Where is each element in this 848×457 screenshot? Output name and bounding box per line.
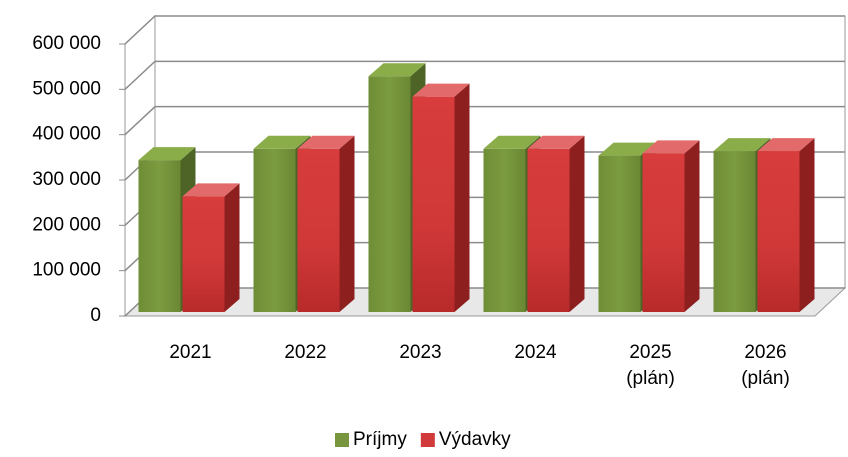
- bar: [253, 148, 296, 312]
- bar-top: [642, 140, 700, 154]
- bar-top: [598, 142, 656, 156]
- bar: [757, 151, 800, 312]
- bar-top: [412, 83, 470, 97]
- bar-side: [224, 183, 240, 312]
- bar-top: [253, 135, 311, 149]
- bar-top: [368, 63, 426, 77]
- bar-side: [684, 140, 700, 312]
- x-tick-label: 2025 (plán): [626, 342, 675, 389]
- x-tick-label: 2023: [399, 342, 442, 363]
- grid-line: [124, 105, 845, 136]
- y-tick-label: 500 000: [32, 78, 101, 99]
- bar-top: [757, 138, 815, 152]
- y-tick-label: 400 000: [32, 124, 101, 145]
- bar: [598, 155, 641, 312]
- bar-top: [182, 183, 240, 197]
- x-tick-label: 2026 (plán): [741, 342, 790, 389]
- grid-line: [124, 60, 845, 90]
- x-tick-label: 2021: [169, 342, 212, 363]
- bar-top: [483, 135, 541, 149]
- bar: [713, 151, 756, 312]
- bar-top: [138, 147, 196, 161]
- bar-side: [569, 135, 585, 312]
- bar: [297, 148, 340, 312]
- y-tick-label: 100 000: [32, 260, 101, 281]
- bar: [182, 196, 225, 312]
- bar: [368, 76, 411, 313]
- bar-top: [297, 135, 355, 149]
- grid-line: [124, 15, 845, 45]
- legend-label: Príjmy: [353, 429, 407, 450]
- bar-top: [527, 135, 585, 149]
- x-tick-label: 2022: [284, 342, 327, 363]
- x-tick-label: 2024: [514, 342, 557, 363]
- bar-top: [713, 138, 771, 152]
- bar: [412, 96, 455, 313]
- y-tick-label: 0: [90, 305, 101, 326]
- bar: [138, 160, 181, 312]
- bar: [527, 148, 570, 312]
- bar: [483, 148, 526, 312]
- bar-side: [799, 138, 815, 312]
- bar-side: [339, 135, 355, 312]
- y-tick-label: 200 000: [32, 214, 101, 235]
- bar-side: [454, 83, 470, 313]
- legend-swatch: [420, 433, 435, 447]
- y-tick-label: 300 000: [32, 169, 101, 190]
- y-tick-label: 600 000: [32, 33, 101, 54]
- legend-label: Výdavky: [439, 429, 511, 450]
- bar: [642, 153, 685, 312]
- legend-swatch: [335, 433, 349, 447]
